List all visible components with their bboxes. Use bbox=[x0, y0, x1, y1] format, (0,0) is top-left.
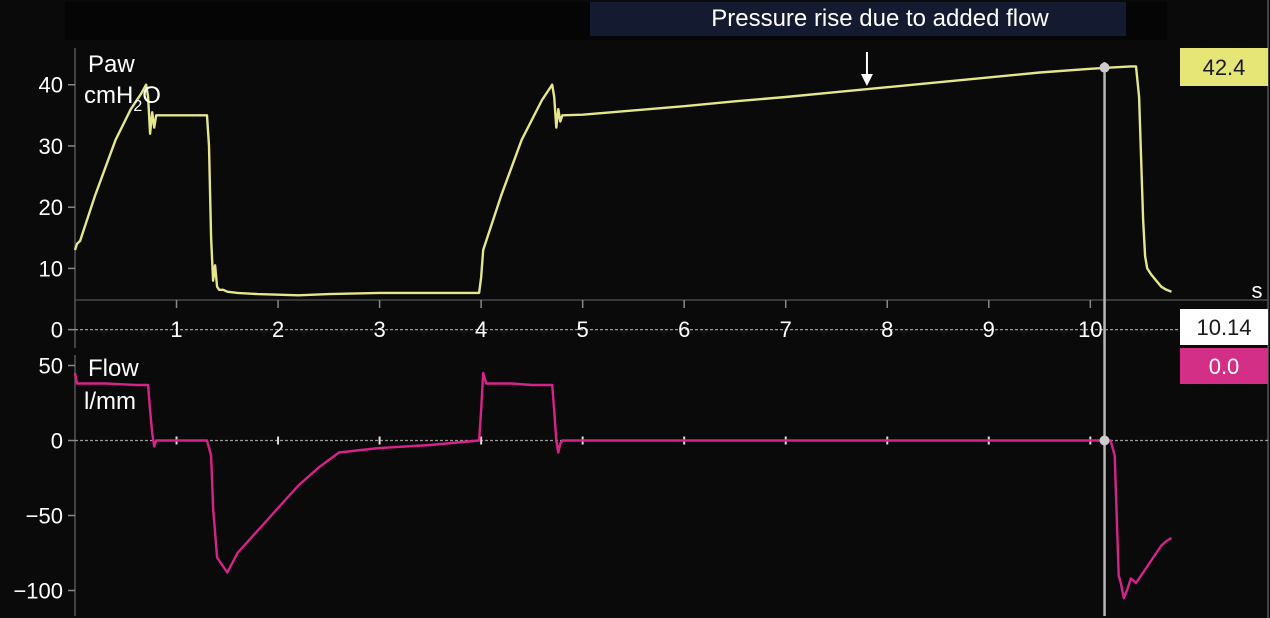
pressure-y-tick-label: 30 bbox=[39, 134, 63, 159]
pressure-y-tick-label: 20 bbox=[39, 195, 63, 220]
pressure-y-tick-label: 0 bbox=[51, 318, 63, 343]
pressure-y-ticks: 0 10 20 30 40 bbox=[39, 73, 75, 343]
pressure-trace-group bbox=[73, 65, 1172, 297]
paw-unit-suffix: O bbox=[142, 82, 161, 109]
flow-y-tick-label: −100 bbox=[13, 579, 63, 604]
pressure-y-tick-label: 10 bbox=[39, 256, 63, 281]
annotation-box bbox=[590, 2, 1126, 36]
x-tick-label: 3 bbox=[373, 317, 385, 342]
flow-trace-line bbox=[73, 371, 1173, 600]
pressure-y-tick-label: 40 bbox=[39, 73, 63, 98]
flow-y-tick-label: −50 bbox=[26, 504, 63, 529]
flow-readout-badge bbox=[1180, 348, 1268, 384]
time-readout-badge bbox=[1180, 309, 1268, 345]
flow-y-tick-label: 50 bbox=[39, 354, 63, 379]
x-tick-label: 8 bbox=[881, 317, 893, 342]
paw-unit-subscript: 2 bbox=[133, 98, 142, 115]
x-tick-label: 4 bbox=[475, 317, 487, 342]
pressure-x-ticks: 1 2 3 4 5 6 7 8 9 10 bbox=[170, 300, 1103, 342]
annotation-arrow-group bbox=[860, 52, 873, 86]
paw-readout-badge bbox=[1180, 48, 1268, 86]
x-tick-label: 10 bbox=[1078, 317, 1102, 342]
flow-readout-value: 0.0 bbox=[1209, 354, 1240, 379]
flow-y-tick-label: 0 bbox=[51, 429, 63, 454]
paw-unit-label: cmH2O bbox=[84, 82, 161, 115]
flow-trace-group bbox=[73, 371, 1173, 600]
x-tick-label: 5 bbox=[577, 317, 589, 342]
cursor-pressure-marker bbox=[1099, 62, 1110, 73]
x-tick-label: 2 bbox=[272, 317, 284, 342]
pressure-trace-line bbox=[73, 65, 1172, 297]
flow-label: Flow bbox=[88, 355, 139, 382]
annotation-arrow-head bbox=[860, 74, 873, 86]
flow-unit-label: l/mm bbox=[84, 388, 136, 415]
x-axis-unit-label: s bbox=[1252, 278, 1263, 303]
cursor-flow-marker bbox=[1099, 435, 1110, 446]
x-tick-label: 1 bbox=[170, 317, 182, 342]
flow-y-ticks: 50 0 −50 −100 bbox=[13, 354, 75, 604]
time-readout-value: 10.14 bbox=[1196, 315, 1251, 340]
paw-unit-prefix: cmH bbox=[84, 82, 133, 109]
paw-label: Paw bbox=[88, 51, 135, 78]
x-tick-label: 6 bbox=[678, 317, 690, 342]
annotation-text: Pressure rise due to added flow bbox=[711, 5, 1049, 32]
time-cursor-group bbox=[1099, 62, 1110, 616]
x-tick-label: 7 bbox=[780, 317, 792, 342]
x-tick-label: 9 bbox=[983, 317, 995, 342]
pressure-baseline-group bbox=[75, 299, 1268, 331]
paw-readout-value: 42.4 bbox=[1203, 55, 1246, 80]
